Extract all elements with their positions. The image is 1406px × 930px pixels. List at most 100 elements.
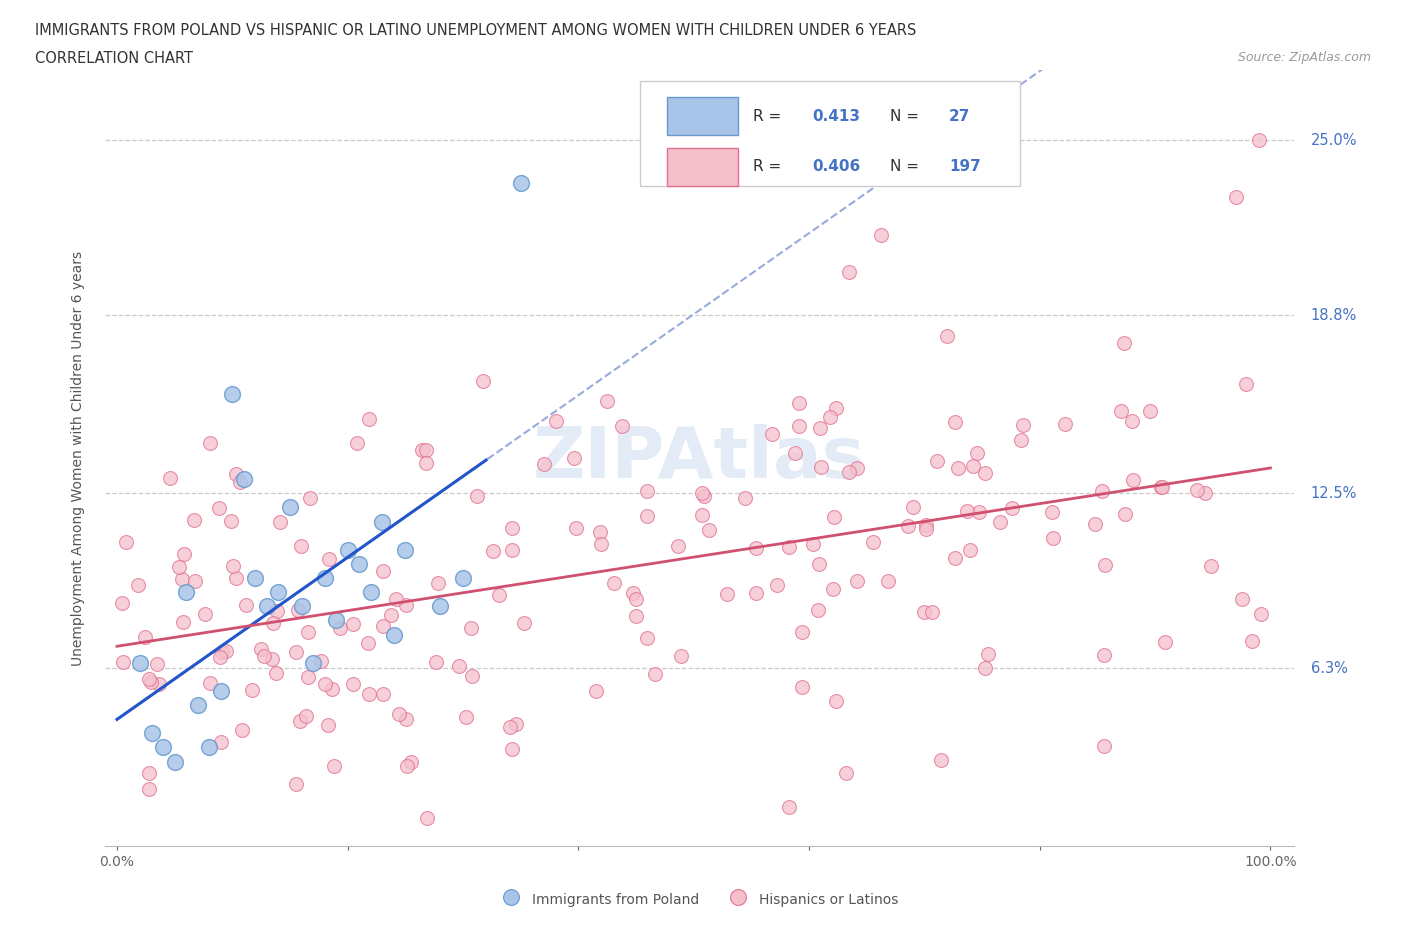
Point	[501, 741, 523, 756]
Point	[901, 499, 924, 514]
Point	[834, 765, 856, 780]
Text: R =: R =	[754, 109, 786, 124]
Text: 25.0%: 25.0%	[1310, 133, 1357, 148]
Point	[501, 543, 523, 558]
Point	[426, 576, 449, 591]
Point	[1114, 507, 1136, 522]
Point	[778, 539, 800, 554]
Point	[385, 591, 408, 606]
Point	[959, 543, 981, 558]
Point	[1091, 483, 1114, 498]
Point	[824, 401, 846, 416]
Point	[425, 655, 447, 670]
Point	[876, 574, 898, 589]
Point	[174, 585, 197, 600]
Point	[966, 445, 988, 460]
Point	[471, 373, 494, 388]
Point	[785, 445, 807, 460]
Point	[693, 489, 716, 504]
Point	[977, 646, 1000, 661]
Point	[1230, 591, 1253, 606]
Point	[139, 674, 162, 689]
Point	[482, 544, 505, 559]
Point	[765, 578, 787, 592]
Point	[825, 693, 848, 708]
Point	[138, 781, 160, 796]
Point	[325, 613, 347, 628]
Point	[838, 264, 860, 279]
Point	[745, 586, 768, 601]
Point	[388, 707, 411, 722]
Text: CORRELATION CHART: CORRELATION CHART	[35, 51, 193, 66]
Point	[449, 659, 471, 674]
Point	[148, 677, 170, 692]
Point	[429, 599, 451, 614]
Point	[183, 512, 205, 527]
Point	[1247, 133, 1270, 148]
Point	[266, 604, 288, 618]
Point	[697, 523, 720, 538]
Point	[734, 490, 756, 505]
Point	[322, 758, 344, 773]
Point	[562, 450, 585, 465]
Point	[225, 466, 247, 481]
Point	[219, 513, 242, 528]
Point	[173, 547, 195, 562]
Point	[198, 675, 221, 690]
Point	[946, 460, 969, 475]
Point	[690, 486, 713, 501]
Text: N =: N =	[890, 159, 924, 174]
Point	[761, 427, 783, 442]
Point	[988, 514, 1011, 529]
Point	[115, 534, 138, 549]
Point	[285, 777, 308, 791]
Point	[460, 620, 482, 635]
Point	[321, 681, 343, 696]
Point	[921, 604, 943, 619]
Point	[591, 537, 613, 551]
Point	[810, 459, 832, 474]
Point	[267, 585, 290, 600]
Point	[284, 644, 307, 659]
Point	[778, 799, 800, 814]
Point	[505, 716, 527, 731]
Point	[1084, 517, 1107, 532]
Point	[222, 558, 245, 573]
Point	[671, 649, 693, 664]
Point	[1012, 418, 1035, 432]
Point	[585, 684, 607, 698]
Point	[973, 465, 995, 480]
Y-axis label: Unemployment Among Women with Children Under 6 years: Unemployment Among Women with Children U…	[70, 250, 84, 666]
Point	[744, 540, 766, 555]
Point	[690, 507, 713, 522]
Point	[845, 460, 868, 475]
FancyBboxPatch shape	[668, 98, 738, 136]
Point	[170, 571, 193, 586]
Point	[1194, 486, 1216, 501]
Point	[1240, 633, 1263, 648]
Point	[395, 598, 418, 613]
Point	[808, 421, 831, 436]
Point	[509, 175, 531, 190]
Point	[232, 472, 254, 486]
Text: 197: 197	[949, 159, 981, 174]
Point	[129, 656, 152, 671]
Point	[1122, 472, 1144, 487]
Point	[357, 635, 380, 650]
Point	[318, 551, 340, 566]
Point	[801, 537, 824, 551]
FancyBboxPatch shape	[668, 148, 738, 186]
Point	[925, 454, 948, 469]
Point	[290, 539, 312, 554]
Point	[501, 521, 523, 536]
Point	[134, 630, 156, 644]
Point	[1154, 634, 1177, 649]
Point	[187, 698, 209, 712]
Point	[1010, 432, 1032, 447]
Point	[198, 435, 221, 450]
Point	[357, 412, 380, 427]
Point	[1250, 606, 1272, 621]
Text: 0.406: 0.406	[813, 159, 860, 174]
Point	[159, 471, 181, 485]
Point	[465, 488, 488, 503]
